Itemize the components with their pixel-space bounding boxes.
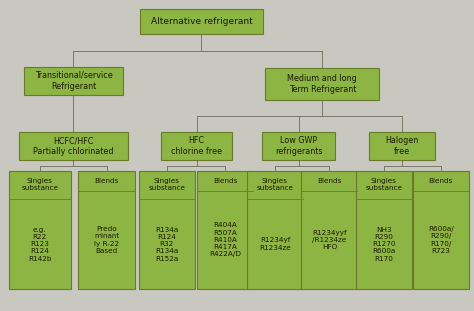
Text: Singles
substance: Singles substance (148, 179, 185, 192)
Text: Singles
substance: Singles substance (365, 179, 402, 192)
FancyBboxPatch shape (356, 171, 412, 289)
Text: Low GWP
refrigerants: Low GWP refrigerants (275, 136, 322, 156)
Text: Blends: Blends (94, 178, 119, 184)
FancyBboxPatch shape (78, 171, 135, 289)
Text: e.g.
R22
R123
R124
R142b: e.g. R22 R123 R124 R142b (28, 226, 52, 262)
FancyBboxPatch shape (139, 171, 195, 289)
FancyBboxPatch shape (197, 171, 253, 289)
FancyBboxPatch shape (24, 67, 123, 95)
FancyBboxPatch shape (265, 68, 379, 100)
Text: Alternative refrigerant: Alternative refrigerant (151, 17, 252, 26)
FancyBboxPatch shape (413, 171, 469, 289)
Text: HCFC/HFC
Partially chlorinated: HCFC/HFC Partially chlorinated (33, 136, 114, 156)
Text: Blends: Blends (213, 178, 237, 184)
Text: Blends: Blends (317, 178, 342, 184)
Text: R134a
R124
R32
R134a
R152a: R134a R124 R32 R134a R152a (155, 226, 179, 262)
FancyBboxPatch shape (247, 171, 303, 289)
Text: R1234yf
R1234ze: R1234yf R1234ze (259, 237, 291, 251)
Text: R404A
R507A
R410A
R417A
R422A/D: R404A R507A R410A R417A R422A/D (209, 222, 241, 258)
FancyBboxPatch shape (19, 132, 128, 160)
FancyBboxPatch shape (369, 132, 435, 160)
Text: HFC
chlorine free: HFC chlorine free (171, 136, 222, 156)
FancyBboxPatch shape (9, 171, 71, 289)
Text: Halogen
free: Halogen free (385, 136, 419, 156)
Text: R1234yyf
/R1234ze
HFO: R1234yyf /R1234ze HFO (312, 230, 346, 250)
FancyBboxPatch shape (262, 132, 336, 160)
Text: Transitional/service
Refrigerant: Transitional/service Refrigerant (35, 71, 112, 91)
FancyBboxPatch shape (161, 132, 232, 160)
Text: NH3
R290
R1270
R600a
R170: NH3 R290 R1270 R600a R170 (372, 226, 396, 262)
Text: Singles
substance: Singles substance (256, 179, 293, 192)
Text: Blends: Blends (428, 178, 453, 184)
Text: Predo
minant
ly R-22
Based: Predo minant ly R-22 Based (94, 226, 119, 254)
FancyBboxPatch shape (301, 171, 357, 289)
Text: R600a/
R290/
R170/
R723: R600a/ R290/ R170/ R723 (428, 226, 454, 254)
Text: Medium and long
Term Refrigerant: Medium and long Term Refrigerant (287, 74, 357, 94)
FancyBboxPatch shape (140, 9, 263, 34)
Text: Singles
substance: Singles substance (21, 179, 58, 192)
